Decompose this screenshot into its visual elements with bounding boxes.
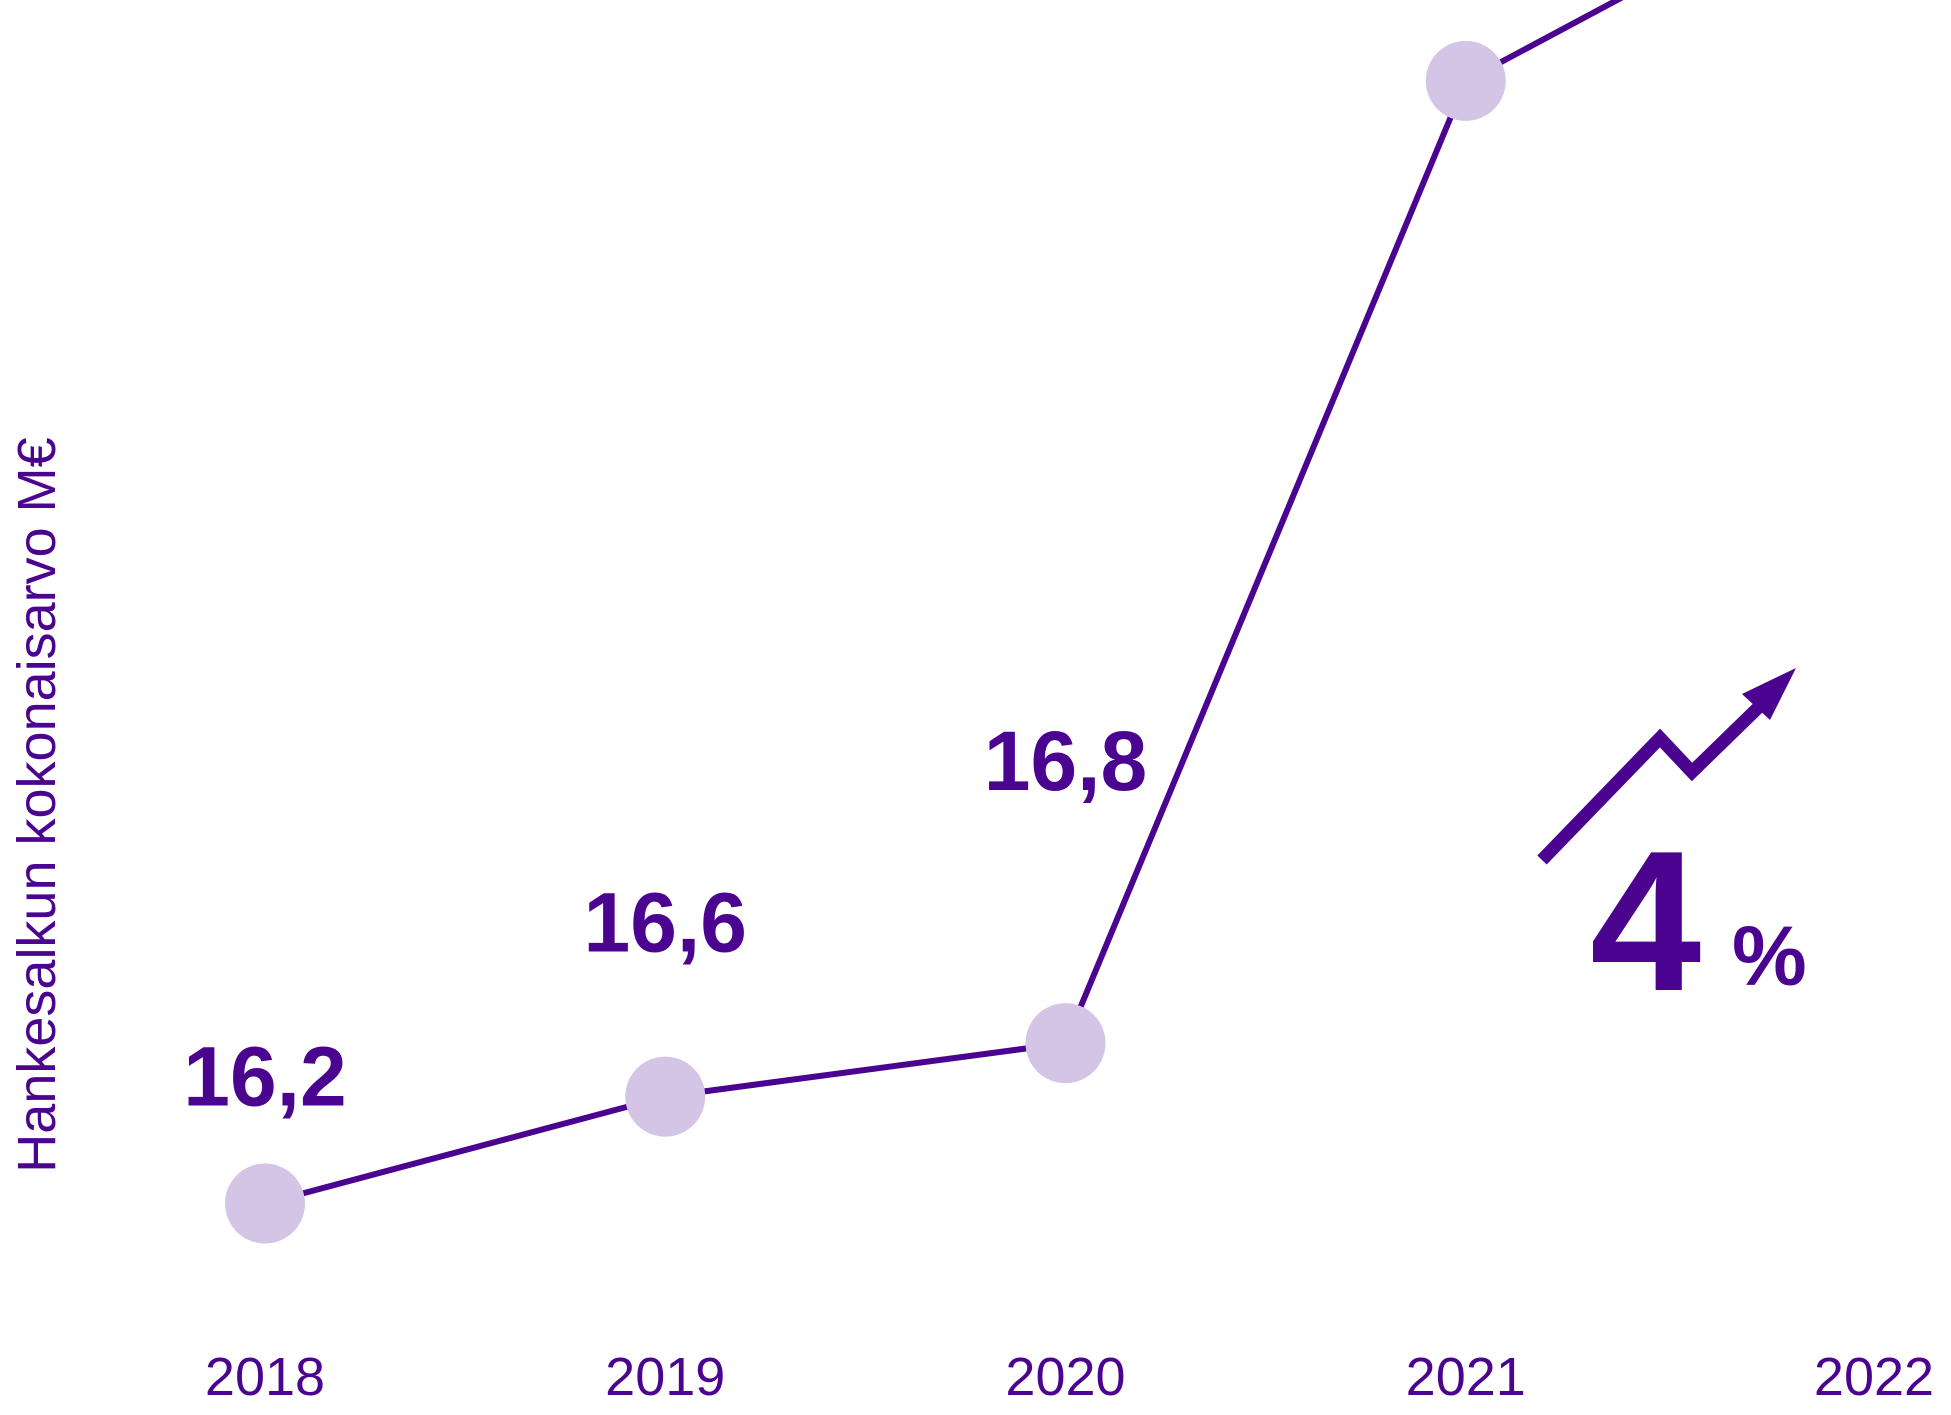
growth-value: 4 (1590, 810, 1701, 1033)
data-label-2018: 16,2 (183, 1030, 347, 1124)
x-tick-2022: 2022 (1814, 1347, 1934, 1407)
trend-up-arrow-icon (1537, 695, 1771, 865)
data-label-2019: 16,6 (584, 876, 748, 970)
data-point-2021 (1425, 40, 1506, 121)
x-tick-2019: 2019 (605, 1347, 725, 1407)
x-tick-2020: 2020 (1005, 1347, 1125, 1407)
x-tick-2018: 2018 (205, 1347, 325, 1407)
y-axis-label: Hankesalkun kokonaisarvo M€ (7, 437, 67, 1172)
data-label-2020: 16,8 (984, 714, 1148, 808)
growth-callout: 4 % (1537, 668, 1807, 1033)
data-points-layer (225, 40, 1506, 1244)
data-point-2020 (1025, 1003, 1106, 1084)
trend-up-arrow-head-icon (1742, 668, 1796, 720)
x-tick-2021: 2021 (1406, 1347, 1526, 1407)
growth-unit: % (1732, 909, 1807, 1003)
data-point-2018 (225, 1163, 305, 1244)
data-point-2019 (625, 1056, 706, 1137)
x-tick-labels-layer: 2018 2019 2020 2021 2022 (205, 1347, 1934, 1407)
data-labels-layer: 16,216,616,820,421,2 (183, 714, 1148, 1124)
